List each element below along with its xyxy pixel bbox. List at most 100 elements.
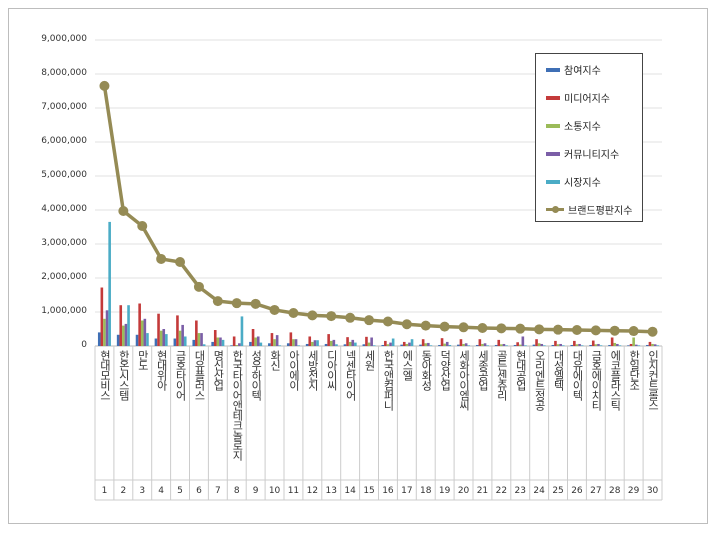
bar-참여지수-7: [211, 341, 214, 346]
bar-미디어지수-21: [478, 339, 482, 346]
bar-시장지수-10: [278, 345, 282, 346]
category-name: 세종공업: [476, 350, 490, 390]
category-name: 세방전지: [306, 350, 320, 390]
category-name: 한국타이어앤테크놀로지: [230, 350, 244, 460]
category-number: 11: [287, 486, 300, 496]
bar-미디어지수-28: [610, 337, 614, 346]
line-point-3: [137, 220, 148, 231]
bar-소통지수-18: [424, 343, 428, 346]
line-point-18: [420, 320, 431, 331]
bar-커뮤니티지수-11: [294, 339, 298, 346]
legend-item: 미디어지수: [546, 90, 610, 105]
bar-참여지수-2: [116, 334, 120, 346]
bar-소통지수-22: [500, 344, 503, 346]
category-name: 골든센츄리: [495, 350, 509, 400]
bar-소통지수-28: [613, 342, 617, 346]
line-point-6: [193, 281, 204, 292]
bar-참여지수-1: [97, 332, 101, 346]
category-name: 화신: [268, 350, 282, 370]
bar-참여지수-14: [343, 344, 347, 346]
category-number: 4: [158, 486, 164, 496]
line-point-17: [401, 319, 412, 330]
bar-소통지수-1: [103, 318, 106, 346]
category-number: 28: [609, 486, 621, 496]
legend-label: 브랜드평판지수: [568, 206, 633, 217]
y-tick-label: 0: [81, 340, 87, 350]
bar-커뮤니티지수-9: [256, 336, 260, 346]
category-number: 15: [363, 486, 375, 496]
bar-참여지수-21: [475, 344, 479, 346]
line-point-15: [364, 315, 375, 326]
category-name: 한온시스템: [117, 350, 131, 400]
line-point-14: [345, 312, 356, 323]
category-name: 오리엔트정공: [533, 350, 547, 410]
bar-커뮤니티지수-14: [351, 339, 355, 346]
bar-참여지수-27: [589, 344, 592, 346]
line-point-9: [250, 298, 261, 309]
bar-참여지수-10: [268, 343, 271, 346]
category-number: 21: [476, 486, 489, 496]
bar-소통지수-4: [159, 330, 163, 346]
bar-미디어지수-19: [440, 338, 444, 346]
category-number: 27: [590, 486, 602, 496]
bar-시장지수-26: [580, 345, 584, 346]
bar-미디어지수-30: [648, 341, 652, 346]
line-point-30: [647, 326, 658, 337]
bar-시장지수-23: [524, 345, 527, 346]
line-point-8: [231, 298, 242, 309]
bar-시장지수-21: [486, 345, 489, 346]
legend-label: 미디어지수: [564, 94, 610, 105]
bar-시장지수-15: [372, 345, 376, 346]
line-point-20: [458, 322, 469, 333]
legend-item: 커뮤니티지수: [546, 146, 619, 161]
bar-소통지수-20: [462, 343, 465, 346]
y-tick-label: 1,000,000: [41, 306, 87, 316]
category-number: 30: [646, 486, 659, 496]
line-point-22: [496, 323, 507, 334]
category-name: 아이에이: [287, 350, 301, 390]
legend-swatch: [546, 206, 564, 213]
y-tick-label: 7,000,000: [41, 102, 87, 112]
legend-item: 시장지수: [546, 174, 601, 189]
bar-참여지수-20: [457, 344, 460, 346]
category-name: 한국앤컴퍼니: [381, 350, 395, 410]
bar-커뮤니티지수-3: [143, 318, 147, 346]
bar-미디어지수-10: [270, 333, 274, 346]
bar-커뮤니티지수-24: [540, 343, 544, 346]
bar-시장지수-1: [108, 221, 111, 346]
category-number: 23: [514, 486, 526, 496]
legend-label: 커뮤니티지수: [564, 150, 620, 161]
bar-커뮤니티지수-27: [597, 343, 600, 346]
bar-시장지수-6: [202, 344, 206, 346]
bar-시장지수-11: [297, 345, 300, 346]
category-number: 20: [457, 486, 470, 496]
bar-시장지수-27: [599, 345, 603, 346]
category-number: 22: [495, 486, 508, 496]
bar-시장지수-13: [335, 344, 338, 346]
bar-미디어지수-7: [213, 330, 217, 346]
bar-시장지수-2: [127, 305, 130, 346]
line-point-12: [307, 310, 318, 321]
bar-소통지수-13: [329, 340, 333, 346]
line-point-11: [288, 308, 299, 319]
legend-label: 소통지수: [564, 122, 601, 133]
legend-swatch: [546, 151, 560, 156]
bar-커뮤니티지수-25: [559, 343, 562, 346]
bar-미디어지수-25: [554, 340, 557, 346]
bar-커뮤니티지수-19: [445, 341, 449, 346]
category-number: 16: [382, 486, 394, 496]
category-name: 덕양산업: [438, 350, 452, 390]
category-name: 에스엘: [400, 350, 414, 380]
bar-미디어지수-24: [535, 339, 538, 346]
bar-커뮤니티지수-13: [332, 339, 336, 346]
bar-시장지수-18: [429, 345, 433, 346]
bar-시장지수-20: [467, 345, 471, 346]
bar-미디어지수-17: [402, 341, 406, 346]
bar-소통지수-29: [632, 337, 635, 346]
bar-참여지수-28: [608, 344, 611, 346]
bar-소통지수-5: [178, 330, 182, 346]
bar-참여지수-3: [135, 334, 139, 346]
legend-item: 참여지수: [546, 62, 601, 77]
category-name: 대유플러스: [192, 350, 206, 400]
bar-커뮤니티지수-12: [313, 340, 317, 346]
